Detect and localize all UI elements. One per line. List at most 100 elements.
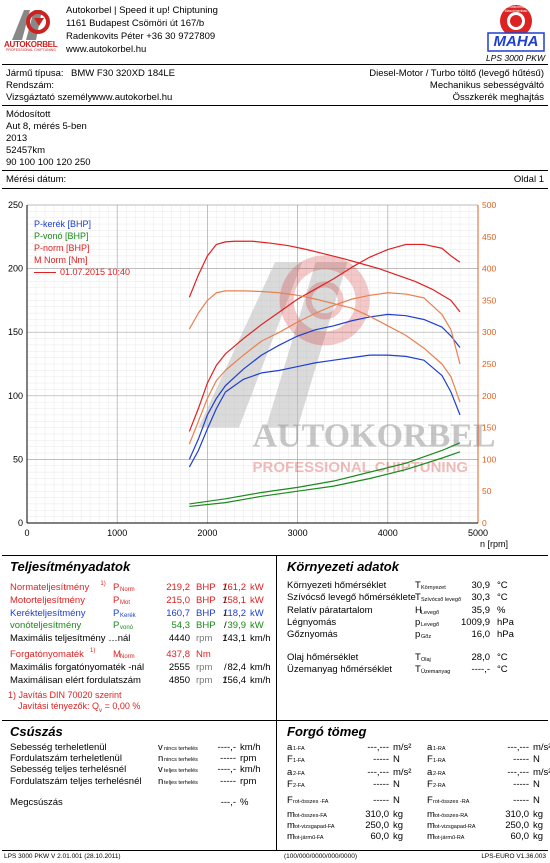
x-tick-label: 5000 (468, 528, 488, 538)
mass-symbol: m (427, 831, 435, 842)
mass-symbol: a (287, 767, 293, 778)
perf-value: 437,8 (166, 649, 190, 660)
legend-p-kerek: P-kerék [BHP] (34, 219, 92, 229)
y-right-tick-label: 250 (482, 359, 496, 369)
mass-unit: m/s² (393, 767, 412, 778)
company-address: 1161 Budapest Csömöri út 167/b (66, 18, 205, 29)
vehicle-type-label: Jármű típusa: (6, 68, 64, 79)
logo-text: AUTOKORBEL (4, 40, 58, 49)
mass-subscript: rot-összes-FA (293, 813, 327, 819)
plate-label: Rendszám: (6, 80, 55, 91)
perf-label: vonóteljesítmény (10, 620, 82, 632)
slip-symbol: n (158, 753, 164, 765)
perf-unit-2: km/h (250, 633, 271, 645)
mass-symbol: m (427, 809, 435, 820)
perf-symbol: P (113, 582, 120, 593)
mass-subscript: rot-vizsgapad-FA (293, 824, 335, 830)
examiner-value: www.autokorbel.hu (92, 92, 173, 103)
legend-p-vono: P-vonó [BHP] (34, 231, 89, 241)
slip-value: ----- (220, 753, 236, 765)
correction-value: = 0,00 % (104, 701, 141, 711)
perf-value-2: 158,1 (222, 594, 246, 606)
mass-value: ----- (373, 795, 389, 806)
machine-name: LPS 3000 PKW (485, 53, 545, 63)
slip-value: ----,- (217, 764, 236, 776)
mass-subscript: 1-RA (433, 758, 446, 764)
y-left-tick-label: 150 (8, 327, 23, 337)
mass-value: 250,0 (505, 820, 529, 831)
separator-slash: / (224, 674, 227, 686)
env-subscript: Üzemanyag (421, 668, 451, 675)
y-right-tick-label: 100 (482, 454, 496, 464)
slip-label: Sebesség teljes terhelésnél (10, 764, 127, 776)
series-line (188, 243, 461, 432)
mass-subscript: rot-jármű-RA (433, 835, 465, 841)
note-line: Módosított (6, 109, 51, 120)
correction-factors-label: Javítási tényezők: Q (18, 701, 100, 711)
perf-unit: BHP (196, 607, 216, 619)
y-right-tick-label: 50 (482, 486, 492, 496)
mass-value: 60,0 (370, 831, 390, 842)
env-symbol: p (415, 616, 421, 628)
perf-unit-2: kW (250, 607, 264, 619)
env-value: ----,- (471, 663, 490, 675)
company-name: Autokorbel | Speed it up! Chiptuning (66, 5, 218, 16)
page-number: Oldal 1 (513, 174, 544, 185)
mass-unit: N (393, 795, 400, 806)
watermark-subtext: PROFESSIONAL CHIPTUNING (253, 459, 469, 476)
env-unit: hPa (497, 629, 514, 641)
env-subscript: Szívócső levegő (421, 597, 462, 604)
env-symbol: p (415, 629, 421, 641)
footer-code: (100/000/0000/000/0000) (284, 853, 358, 860)
slip-subscript: nincs terhelés (164, 757, 198, 764)
mass-unit: kg (533, 820, 544, 831)
mass-unit: m/s² (393, 742, 412, 753)
mass-subscript: rot-összes -FA (293, 799, 329, 805)
slip-unit: rpm (240, 775, 257, 787)
perf-unit-2: km/h (250, 661, 271, 673)
env-unit: hPa (497, 616, 514, 628)
mass-value: ----- (513, 754, 529, 765)
slip-value: ----- (220, 775, 236, 787)
x-axis-label: n [rpm] (480, 539, 508, 549)
perf-label: Normateljesítmény (10, 582, 90, 593)
divider (276, 555, 277, 720)
env-subscript: Levegő (421, 621, 440, 628)
chart-legend: P-kerék [BHP] P-vonó [BHP] P-norm [BHP] … (34, 218, 130, 278)
env-value: 30,3 (471, 592, 491, 604)
perf-sup: 1) (100, 581, 106, 587)
y-left-tick-label: 200 (8, 264, 23, 274)
mass-subscript: rot-vizsgapad-RA (433, 824, 476, 830)
y-right-tick-label: 350 (482, 295, 496, 305)
y-right-tick-label: 300 (482, 327, 496, 337)
mass-value: 60,0 (510, 831, 530, 842)
y-right-tick-label: 200 (482, 391, 496, 401)
mass-unit: kg (393, 809, 404, 820)
y-right-tick-label: 0 (482, 518, 487, 528)
perf-value: 160,7 (166, 607, 190, 619)
slip-label: Megcsúszás (10, 796, 63, 808)
mass-value: ---,--- (367, 742, 389, 753)
series-line (189, 451, 461, 508)
perf-symbol: P (113, 620, 120, 632)
watermark-text: AUTOKORBEL (253, 418, 496, 455)
env-subscript: Levegő (421, 609, 440, 616)
perf-value: 54,3 (171, 620, 191, 632)
mass-unit: N (533, 779, 540, 790)
mass-unit: kg (393, 831, 404, 842)
env-subscript: Környezet (421, 585, 446, 591)
separator-slash: / (224, 594, 227, 606)
slip-unit: rpm (240, 753, 257, 765)
mass-value: 310,0 (365, 809, 389, 820)
series-line (188, 313, 461, 460)
slip-unit: km/h (240, 764, 261, 776)
perf-value: 4440 (168, 633, 190, 645)
env-value: 30,9 (471, 580, 491, 591)
mass-value: 310,0 (505, 809, 529, 820)
env-label: Olaj hőmérséklet (287, 651, 359, 663)
slip-label: Fordulatszám teljes terhelésnél (10, 775, 142, 787)
env-symbol: H (415, 604, 422, 616)
y-right-tick-label: 500 (482, 200, 496, 210)
company-logo: AUTOKORBEL PROFESSIONAL CHIPTUNING (4, 4, 60, 52)
